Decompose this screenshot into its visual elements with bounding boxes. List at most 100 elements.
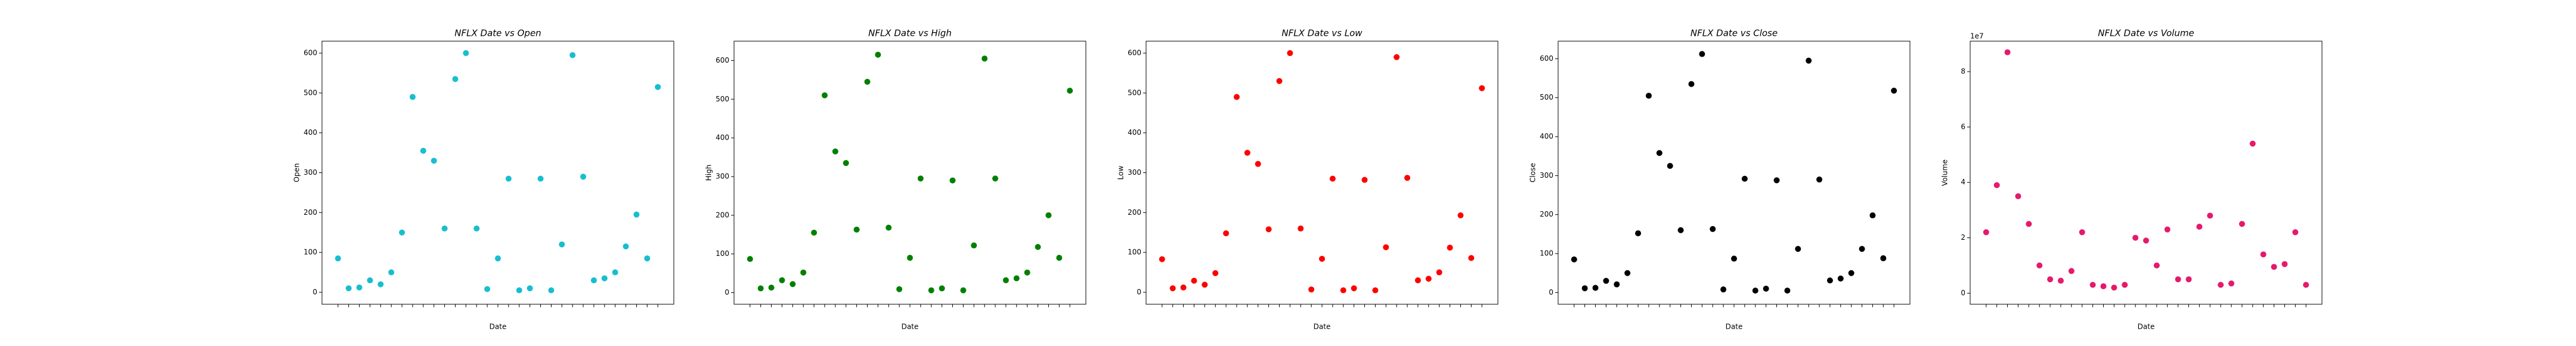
- y-tick-label: 0: [312, 288, 317, 296]
- point: [1592, 285, 1599, 291]
- point: [1806, 57, 1812, 64]
- point: [1880, 255, 1887, 261]
- point: [1394, 54, 1400, 60]
- point: [2122, 282, 2128, 288]
- x-axis-label: Date: [2138, 323, 2155, 331]
- point: [1414, 277, 1421, 283]
- point: [2238, 221, 2245, 227]
- y-tick-label: 500: [1540, 93, 1553, 101]
- point: [569, 52, 576, 58]
- point: [1045, 212, 1052, 218]
- point: [789, 281, 796, 288]
- point: [1447, 245, 1453, 251]
- point: [1319, 255, 1325, 262]
- plot-area: [1970, 41, 2323, 305]
- point: [768, 285, 775, 291]
- point: [779, 277, 785, 283]
- point: [2111, 285, 2117, 291]
- point: [452, 76, 459, 82]
- point: [1656, 150, 1662, 156]
- point: [345, 285, 352, 292]
- y-tick-label: 500: [1128, 88, 1141, 97]
- point: [1287, 50, 1293, 57]
- point: [1688, 81, 1695, 87]
- point: [917, 175, 924, 182]
- plot-area: [321, 41, 674, 305]
- point: [1869, 212, 1876, 219]
- point: [1013, 275, 1020, 282]
- y-tick-label: 200: [304, 208, 317, 217]
- point: [928, 287, 934, 294]
- point: [1784, 288, 1791, 294]
- y-axis-label: Low: [1117, 166, 1125, 180]
- point: [612, 269, 618, 276]
- point: [1479, 85, 1485, 91]
- point: [1169, 285, 1176, 292]
- point: [2153, 262, 2160, 269]
- point: [1848, 270, 1854, 276]
- point: [1667, 163, 1673, 169]
- point: [2218, 282, 2224, 288]
- y-tick-label: 300: [1128, 168, 1141, 177]
- point: [1752, 288, 1758, 294]
- point: [1837, 275, 1844, 282]
- y-tick-label: 6: [1961, 122, 1965, 131]
- point: [2228, 280, 2235, 287]
- point: [747, 256, 753, 262]
- point: [1067, 88, 1073, 94]
- point: [335, 255, 341, 262]
- point: [1699, 51, 1705, 57]
- point: [875, 51, 881, 58]
- point: [1202, 282, 1208, 288]
- point: [1635, 230, 1642, 237]
- chart-title: NFLX Date vs Open: [454, 28, 541, 39]
- y-tick-label: 300: [716, 172, 729, 180]
- point: [431, 157, 437, 164]
- chart-title: NFLX Date vs High: [868, 28, 952, 39]
- point: [853, 226, 860, 233]
- point: [2281, 261, 2288, 267]
- point: [992, 175, 999, 182]
- point: [800, 269, 807, 276]
- y-axis-label: Volume: [1941, 159, 1949, 186]
- point: [2271, 264, 2277, 270]
- point: [2164, 226, 2171, 233]
- y-tick-label: 400: [1540, 132, 1553, 141]
- y-tick-label: 500: [304, 88, 317, 97]
- point: [1645, 92, 1652, 99]
- point: [960, 287, 967, 294]
- point: [2089, 282, 2096, 288]
- y-tick-label: 200: [1128, 208, 1141, 217]
- point: [1002, 277, 1009, 283]
- point: [1233, 94, 1240, 100]
- point: [949, 177, 956, 184]
- y-tick-label: 0: [1137, 288, 1141, 296]
- point: [1159, 256, 1165, 262]
- point: [1571, 256, 1577, 262]
- y-tick-label: 400: [716, 134, 729, 142]
- y-tick-label: 600: [1128, 49, 1141, 57]
- point: [1180, 284, 1187, 291]
- y-tick-label: 100: [1128, 248, 1141, 257]
- y-tick-label: 200: [1540, 210, 1553, 218]
- point: [527, 285, 533, 292]
- point: [2036, 262, 2043, 269]
- y-tick-label: 200: [716, 211, 729, 219]
- y-tick-label: 100: [716, 249, 729, 258]
- y-tick-label: 300: [304, 168, 317, 177]
- point: [1581, 285, 1588, 292]
- point: [484, 286, 491, 292]
- y-tick-label: 600: [1540, 54, 1553, 63]
- point: [2207, 212, 2213, 219]
- y-tick-label: 0: [724, 288, 729, 296]
- point: [580, 174, 587, 180]
- y-tick-label: 2: [1961, 233, 1965, 242]
- point: [971, 242, 977, 249]
- y-tick-label: 0: [1961, 289, 1965, 297]
- y-axis-label: Close: [1529, 163, 1537, 183]
- chart-title: NFLX Date vs Low: [1281, 28, 1363, 39]
- point: [1741, 175, 1748, 182]
- point: [1351, 285, 1357, 292]
- y-tick-label: 300: [1540, 171, 1553, 180]
